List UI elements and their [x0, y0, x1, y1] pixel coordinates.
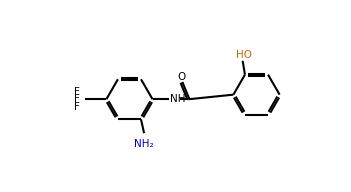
Text: F: F [73, 94, 79, 104]
Text: F: F [73, 102, 79, 112]
Text: HO: HO [236, 50, 252, 60]
Text: NH₂: NH₂ [134, 139, 154, 149]
Text: O: O [177, 72, 186, 82]
Text: NH: NH [170, 94, 186, 104]
Text: F: F [73, 87, 79, 97]
